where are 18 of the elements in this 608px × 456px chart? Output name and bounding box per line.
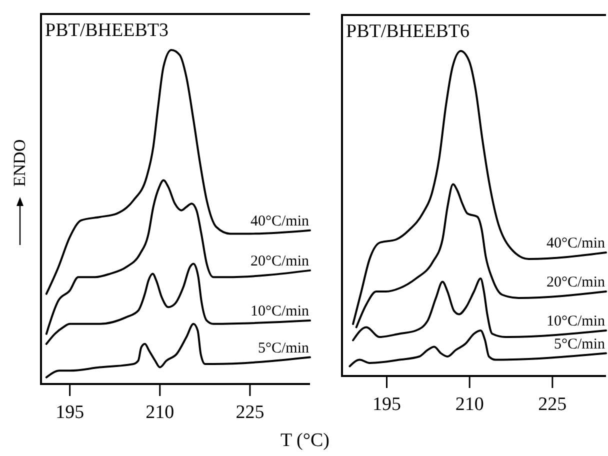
chart-title: PBT/BHEEBT6 [346,21,470,42]
series-label: 5°C/min [258,340,310,356]
series-label: 20°C/min [546,274,606,290]
series-label: 5°C/min [554,336,606,352]
series-label: 40°C/min [546,236,606,252]
series-label: 20°C/min [250,253,310,270]
x-tick-label: 195 [56,402,84,423]
series-label: 10°C/min [250,304,310,320]
x-tick-label: 195 [372,394,401,415]
y-axis-title: ENDO [10,139,29,187]
x-tick-label: 210 [146,402,174,423]
chart-title: PBT/BHEEBT3 [45,20,169,41]
series-label: 10°C/min [546,314,606,330]
x-tick-label: 225 [236,402,264,423]
series-label: 40°C/min [250,213,310,230]
x-axis-title: T (°C) [280,430,330,451]
x-tick-label: 225 [538,394,567,415]
x-tick-label: 210 [455,394,484,415]
